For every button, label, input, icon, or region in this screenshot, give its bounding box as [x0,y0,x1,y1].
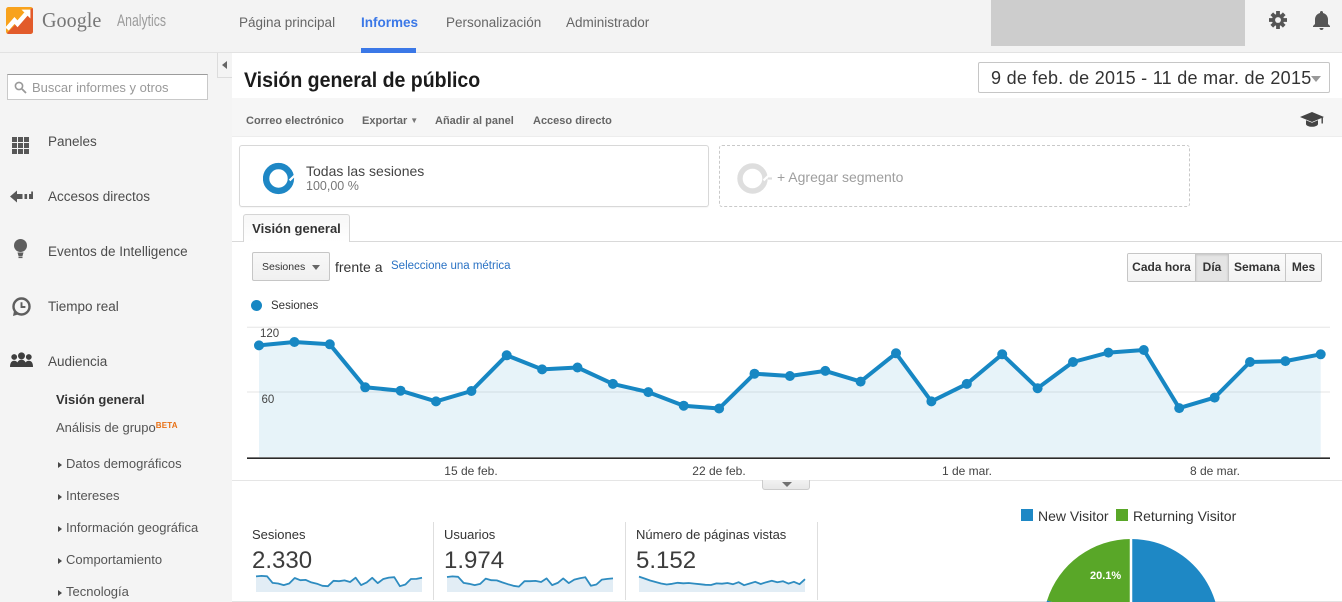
svg-text:20.1%: 20.1% [1090,570,1121,582]
svg-text:15 de feb.: 15 de feb. [444,464,497,478]
svg-text:22 de feb.: 22 de feb. [692,464,745,478]
svg-text:60: 60 [262,394,275,406]
svg-text:120: 120 [260,328,279,340]
svg-text:1 de mar.: 1 de mar. [942,464,992,478]
svg-text:8 de mar.: 8 de mar. [1190,464,1240,478]
